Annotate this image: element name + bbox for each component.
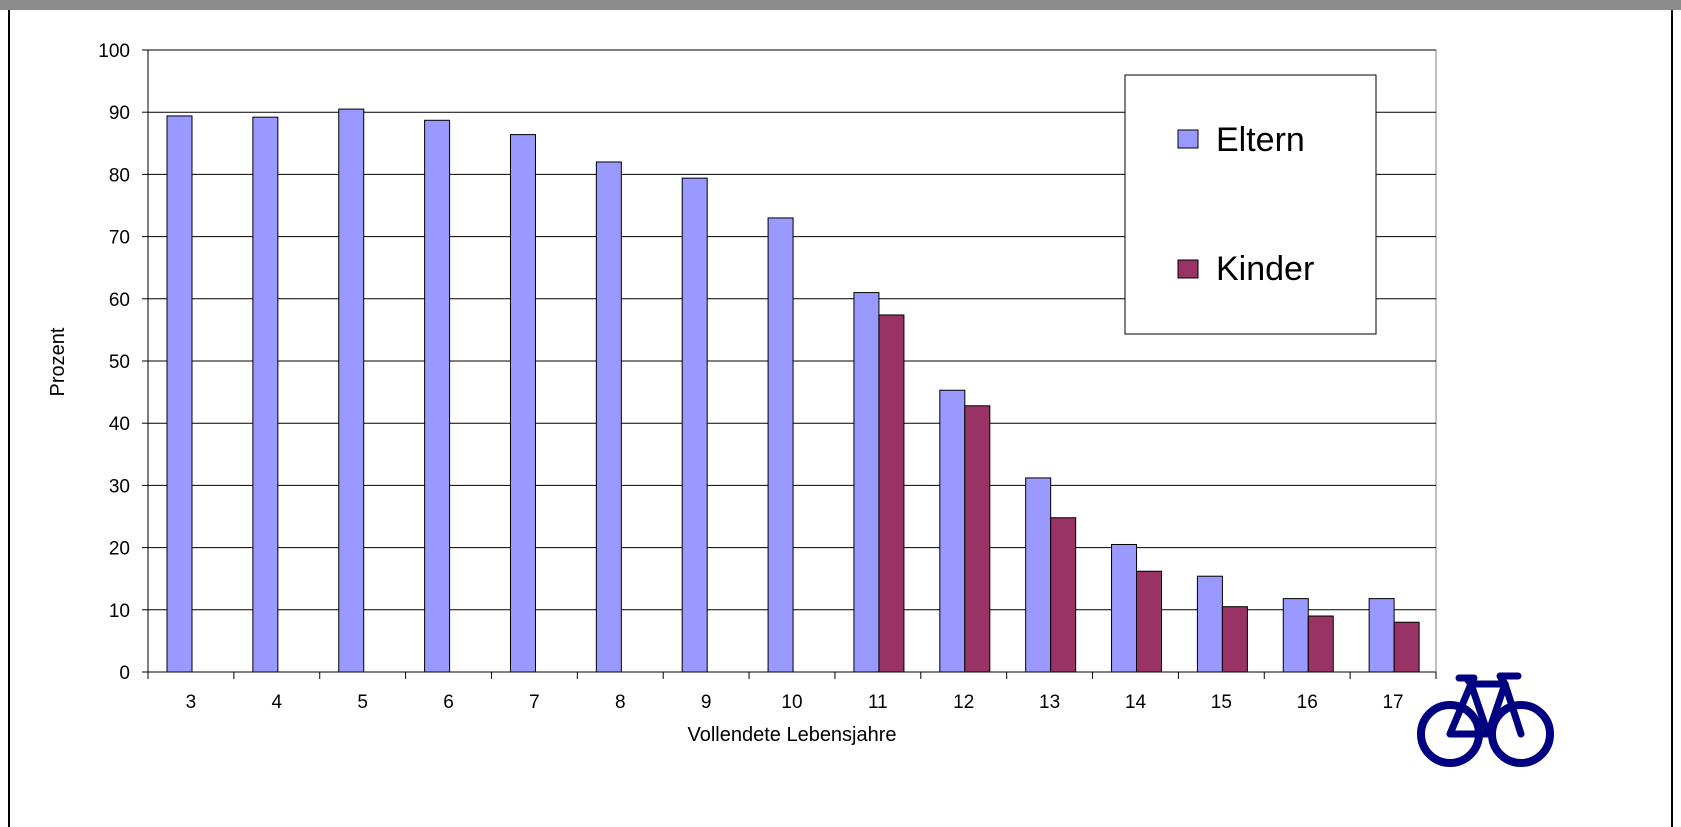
bar-eltern [509, 134, 536, 673]
bicycle-icon [1417, 672, 1554, 767]
x-tick-label: 4 [272, 692, 283, 713]
bar-eltern [767, 217, 794, 673]
legend-swatch-eltern [1177, 129, 1199, 149]
x-tick-label: 3 [186, 692, 197, 713]
bar-eltern [853, 292, 880, 673]
x-tick-label: 8 [615, 692, 626, 713]
bar-kinder [1221, 606, 1248, 673]
bar-eltern [1282, 598, 1309, 673]
y-axis-title: Prozent [47, 327, 69, 396]
bar-eltern [338, 108, 365, 673]
x-tick-label: 5 [357, 692, 368, 713]
bar-kinder [964, 405, 991, 673]
bar-eltern [939, 389, 966, 673]
y-tick-label: 30 [109, 476, 130, 497]
bar-eltern [166, 115, 193, 673]
x-tick-label: 12 [953, 692, 974, 713]
axes: 0 10 20 30 40 50 60 70 80 90 100 3 4 5 6 7 8 9 10 11 12 13 14 1… [98, 41, 1437, 713]
legend-label-eltern: Eltern [1216, 121, 1305, 159]
y-tick-label: 0 [119, 663, 130, 684]
bars [166, 108, 1420, 673]
bar-kinder [1050, 517, 1077, 673]
bar-eltern [1196, 575, 1223, 673]
x-tick-label: 16 [1297, 692, 1318, 713]
bar-kinder [1136, 570, 1163, 673]
x-tick-label: 6 [443, 692, 454, 713]
top-band [0, 0, 1681, 10]
chart-frame [8, 10, 1673, 827]
bar-eltern [252, 116, 279, 673]
bar-eltern [1025, 477, 1052, 673]
legend-swatch-kinder [1177, 259, 1199, 279]
y-tick-label: 20 [109, 539, 130, 560]
legend-label-kinder: Kinder [1216, 250, 1314, 288]
legend: Eltern Kinder [1124, 74, 1377, 335]
y-tick-label: 70 [109, 228, 130, 249]
y-tick-label: 50 [109, 352, 130, 373]
x-tick-label: 14 [1125, 692, 1147, 713]
x-axis-title: Vollendete Lebensjahre [687, 724, 896, 746]
x-tick-label: 17 [1382, 692, 1403, 713]
x-tick-label: 15 [1211, 692, 1232, 713]
bar-eltern [1368, 598, 1395, 673]
y-tick-label: 90 [109, 103, 130, 124]
bar-eltern [595, 161, 622, 673]
bar-eltern [424, 119, 451, 673]
y-tick-label: 10 [109, 601, 130, 622]
x-tick-label: 13 [1039, 692, 1060, 713]
y-tick-label: 60 [109, 290, 130, 311]
y-tick-label: 40 [109, 414, 130, 435]
x-tick-label: 9 [701, 692, 712, 713]
legend-box [1124, 74, 1377, 335]
bar-kinder [1307, 615, 1334, 673]
x-tick-label: 10 [781, 692, 802, 713]
bar-kinder [1393, 621, 1420, 673]
bar-eltern [681, 177, 708, 673]
x-tick-label: 11 [868, 692, 888, 713]
bar-eltern [1111, 543, 1138, 673]
y-tick-label: 100 [98, 41, 130, 62]
y-tick-label: 80 [109, 165, 130, 186]
bar-kinder [878, 314, 905, 673]
x-tick-label: 7 [529, 692, 540, 713]
